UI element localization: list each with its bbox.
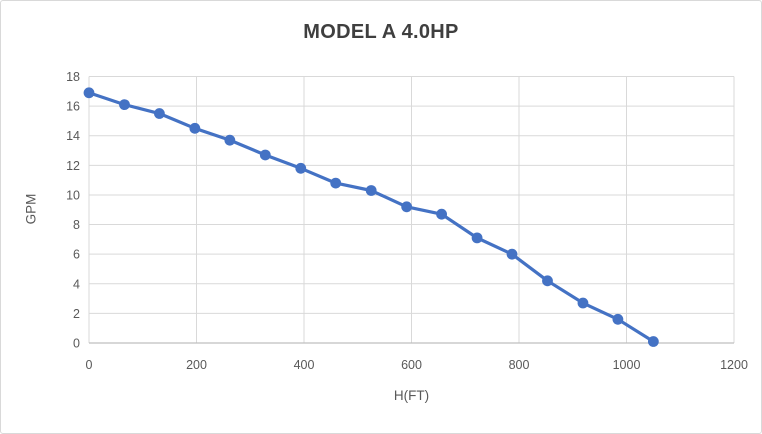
y-tick-label: 6	[73, 248, 80, 262]
x-tick-label: 1200	[720, 358, 748, 372]
data-point	[647, 336, 659, 347]
data-point	[154, 108, 165, 119]
data-point	[401, 201, 413, 213]
y-tick-label: 12	[66, 159, 80, 173]
data-point	[224, 134, 236, 146]
y-tick-label: 4	[73, 277, 80, 291]
data-point	[330, 177, 342, 189]
y-axis-title: GPM	[23, 193, 39, 225]
y-tick-label: 10	[66, 188, 80, 202]
data-point	[506, 248, 518, 260]
y-tick-label: 0	[73, 337, 80, 351]
x-tick-label: 1000	[613, 358, 641, 372]
x-tick-label: 800	[509, 358, 530, 372]
y-tick-label: 14	[66, 129, 80, 143]
y-tick-label: 16	[66, 100, 80, 114]
data-point	[577, 297, 589, 309]
x-tick-label: 600	[401, 358, 422, 372]
data-point	[119, 99, 130, 111]
data-point	[471, 232, 483, 244]
data-point	[259, 149, 271, 161]
data-point	[295, 162, 307, 174]
x-tick-label: 0	[86, 358, 93, 372]
data-point	[612, 313, 624, 325]
x-tick-label: 200	[186, 358, 207, 372]
y-tick-label: 2	[73, 307, 80, 321]
data-point	[189, 122, 201, 134]
data-point	[83, 87, 95, 99]
data-point	[542, 275, 553, 287]
y-tick-label: 8	[73, 218, 80, 232]
series-line	[87, 91, 655, 344]
x-axis-title: H(FT)	[393, 388, 430, 403]
y-tick-label: 18	[66, 70, 80, 84]
data-point	[365, 185, 377, 196]
data-point	[436, 208, 447, 220]
chart-title: MODEL A 4.0HP	[303, 21, 459, 43]
x-tick-label: 400	[294, 358, 315, 372]
